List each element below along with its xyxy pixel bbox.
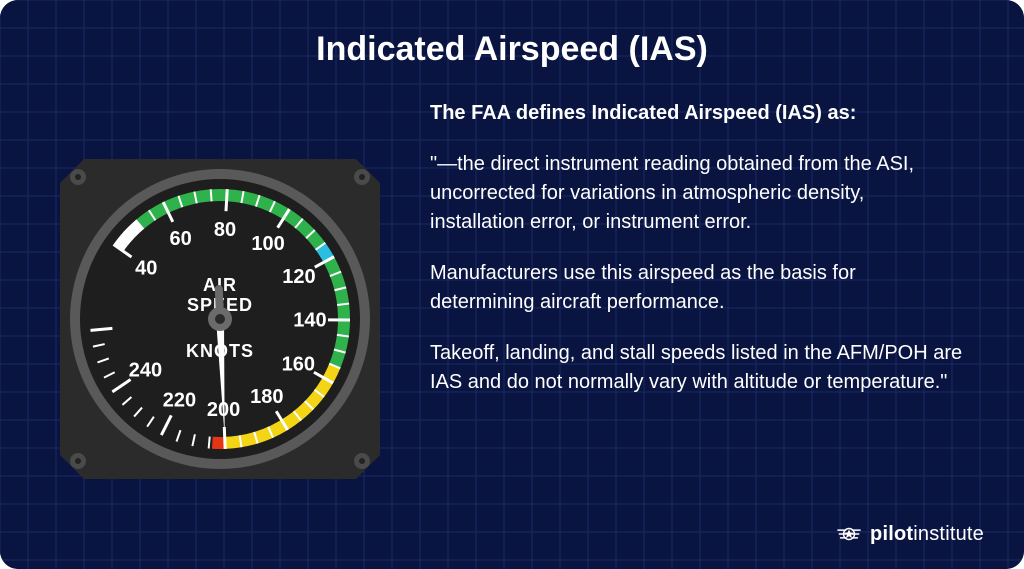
page-title: Indicated Airspeed (IAS) <box>0 30 1024 69</box>
brand-text-light: institute <box>913 523 984 545</box>
brand-text: pilotinstitute <box>870 523 984 546</box>
svg-text:60: 60 <box>170 228 192 250</box>
svg-text:80: 80 <box>214 219 236 241</box>
svg-text:220: 220 <box>163 389 196 411</box>
svg-text:140: 140 <box>293 310 326 332</box>
svg-text:40: 40 <box>135 257 157 279</box>
svg-text:160: 160 <box>282 353 315 375</box>
svg-text:120: 120 <box>282 266 315 288</box>
brand-wings-icon <box>836 521 862 547</box>
svg-text:240: 240 <box>129 359 162 381</box>
brand-text-bold: pilot <box>870 523 913 545</box>
definition-para-1: "—the direct instrument reading obtained… <box>430 150 964 237</box>
airspeed-gauge: 406080100120140160180200220240AIRSPEEDKN… <box>60 159 380 479</box>
brand-logo: pilotinstitute <box>836 521 984 547</box>
content-row: 406080100120140160180200220240AIRSPEEDKN… <box>0 69 1024 569</box>
definition-lead: The FAA defines Indicated Airspeed (IAS)… <box>430 99 964 128</box>
gauge-column: 406080100120140160180200220240AIRSPEEDKN… <box>0 69 420 569</box>
definition-para-3: Takeoff, landing, and stall speeds liste… <box>430 339 964 397</box>
svg-text:180: 180 <box>250 386 283 408</box>
svg-text:100: 100 <box>251 233 284 255</box>
definition-para-2: Manufacturers use this airspeed as the b… <box>430 259 964 317</box>
info-card: Indicated Airspeed (IAS) 40 60 80 100 120 140… <box>0 0 1024 569</box>
text-column: The FAA defines Indicated Airspeed (IAS)… <box>420 69 1024 569</box>
